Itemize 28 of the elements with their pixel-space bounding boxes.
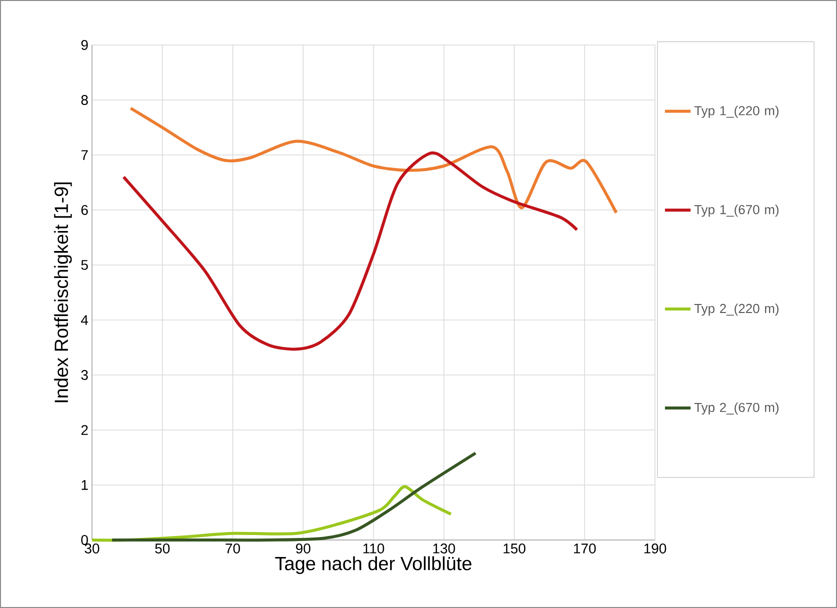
legend-label: Typ 1_(670 m) xyxy=(694,204,779,217)
x-tick-label: 170 xyxy=(574,544,596,554)
y-tick-label: 9 xyxy=(81,40,88,50)
x-tick-label: 150 xyxy=(504,544,526,554)
y-tick-label: 7 xyxy=(81,150,88,160)
legend-label: Typ 2_(670 m) xyxy=(694,402,779,415)
x-tick-label: 130 xyxy=(433,544,456,554)
y-tick-label: 0 xyxy=(81,535,88,545)
y-axis-title: Index Rotfleischigkeit [1-9] xyxy=(54,182,72,402)
y-tick-label: 8 xyxy=(81,95,88,105)
y-tick-label: 6 xyxy=(81,205,88,215)
x-tick-label: 190 xyxy=(644,544,666,554)
x-tick-label: 70 xyxy=(226,544,240,554)
x-tick-label: 50 xyxy=(155,544,170,554)
line-series xyxy=(122,152,578,351)
y-tick-label: 3 xyxy=(81,370,88,380)
y-tick-label: 5 xyxy=(81,260,88,270)
y-tick-label: 2 xyxy=(81,425,88,435)
y-tick-label: 4 xyxy=(80,315,88,325)
y-tick-label: 1 xyxy=(82,480,88,490)
line-series xyxy=(110,452,478,542)
line-series xyxy=(129,106,618,214)
legend-label: Typ 1_(220 m) xyxy=(694,106,779,118)
legend-label: Typ 2_(220 m) xyxy=(694,304,779,316)
x-tick-label: 30 xyxy=(84,544,100,554)
x-tick-label: 90 xyxy=(296,544,310,554)
x-axis-title: Tage nach der Vollblüte xyxy=(275,556,472,574)
x-tick-label: 110 xyxy=(363,544,384,554)
